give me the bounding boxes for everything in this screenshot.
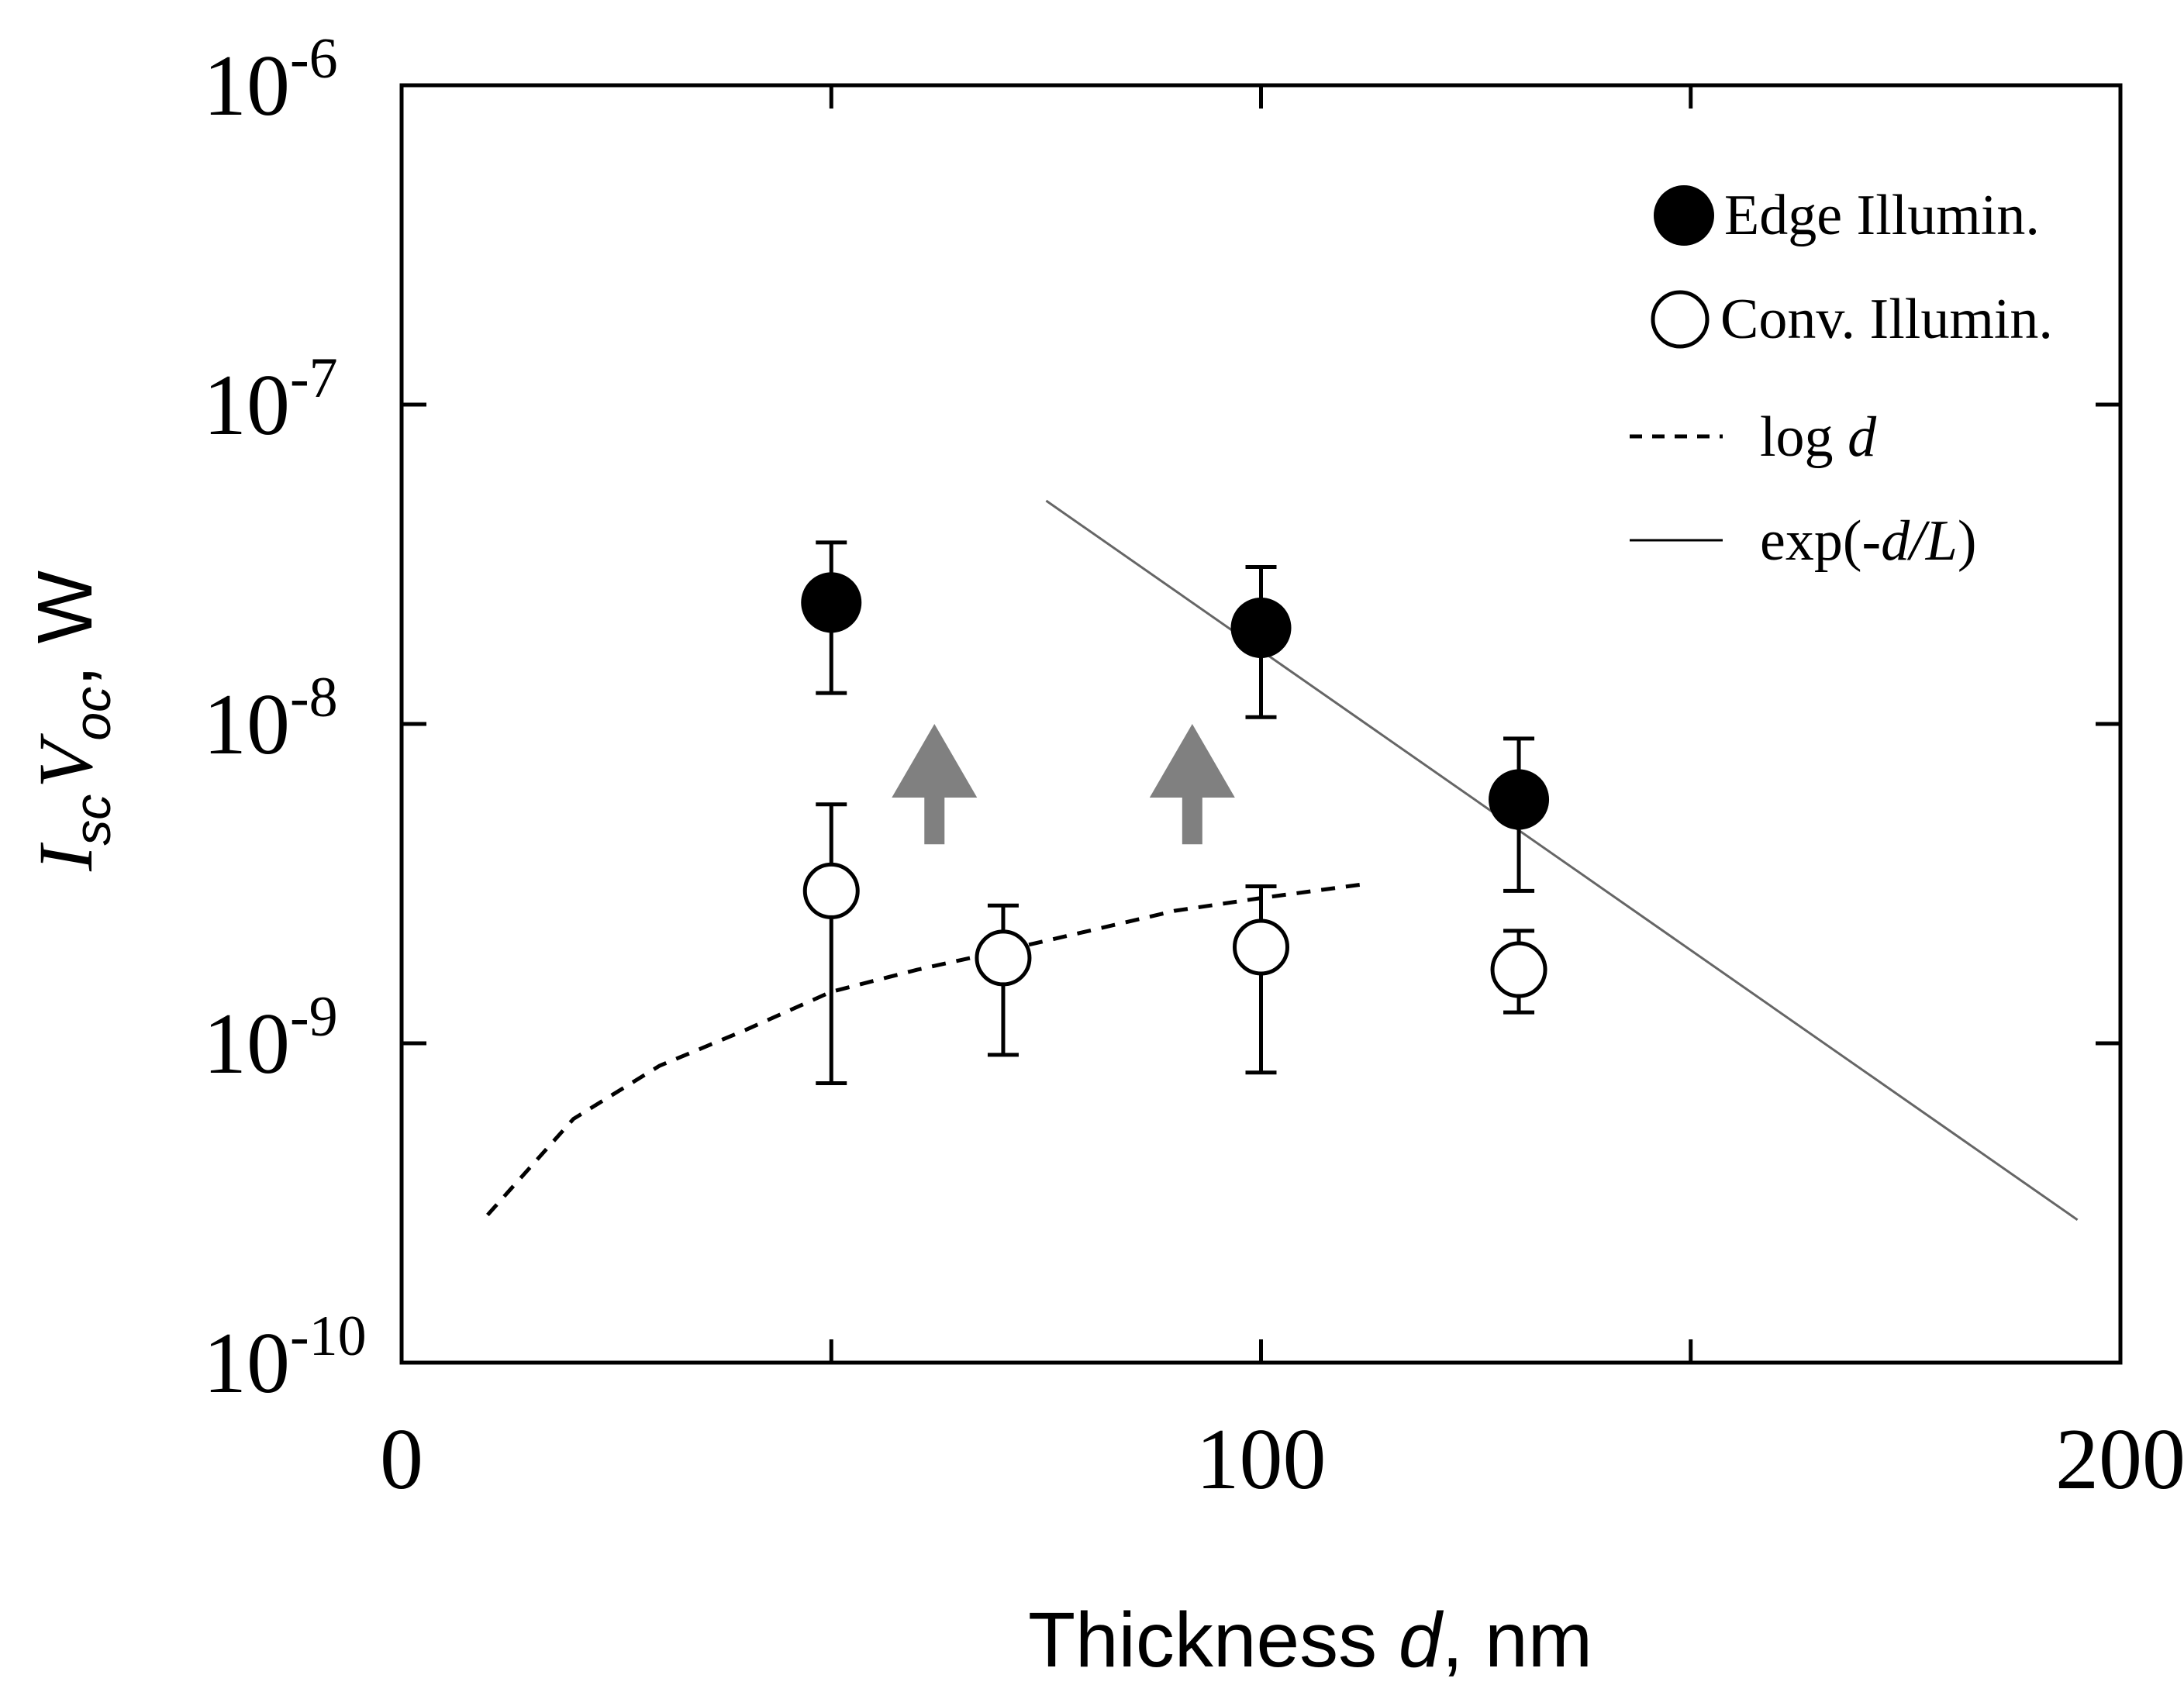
legend-logd-text: log <box>1760 405 1848 469</box>
legend-label-exp: exp(-d/L) <box>1760 509 1977 573</box>
legend-label-edge: Edge Illumin. <box>1724 184 2040 247</box>
x-tick-label: 0 <box>380 1411 423 1508</box>
legend-label-logd: log d <box>1760 405 1877 469</box>
y-tick-label: 10-8 <box>203 666 338 773</box>
legend-exp-tail: ) <box>1958 509 1977 573</box>
conv-illumin-point <box>1490 941 1547 998</box>
y-label-i-sub: sc <box>64 794 121 846</box>
y-axis-label: Isc Voc, W <box>22 570 121 872</box>
legend: Edge Illumin. Conv. Illumin. log d exp(-… <box>1630 184 2053 573</box>
y-label-v-sub: oc <box>64 687 121 741</box>
x-label-var: d <box>1399 1597 1444 1684</box>
legend-marker-conv <box>1651 290 1710 349</box>
legend-marker-edge <box>1654 185 1714 246</box>
fit-line-exp <box>1045 499 2079 1222</box>
y-tick-label-base: 10 <box>203 1315 290 1411</box>
y-tick-label-base: 10 <box>203 38 290 134</box>
x-tick-label: 200 <box>2055 1411 2184 1508</box>
conv-illumin-point <box>975 929 1032 987</box>
up-arrow-icon <box>892 724 978 845</box>
x-label-main: Thickness <box>1028 1597 1399 1684</box>
y-label-unit: , W <box>22 570 109 687</box>
up-arrow-icon <box>1149 724 1235 845</box>
y-tick-label-exponent: -9 <box>290 985 338 1049</box>
edge-illumin-point <box>801 572 862 633</box>
y-tick-label-exponent: -10 <box>290 1304 367 1368</box>
y-tick-label-base: 10 <box>203 996 290 1092</box>
legend-label-conv: Conv. Illumin. <box>1720 288 2053 351</box>
y-tick-label-exponent: -8 <box>290 666 338 729</box>
x-label-unit: , nm <box>1442 1597 1592 1684</box>
x-tick-label: 100 <box>1196 1411 1327 1508</box>
edge-illumin-point <box>1230 597 1292 658</box>
x-axis-label: Thickness d, nm <box>1028 1597 1592 1684</box>
y-tick-label-exponent: -6 <box>290 27 338 91</box>
y-tick-label: 10-6 <box>203 27 338 134</box>
y-tick-label-exponent: -7 <box>290 346 338 410</box>
y-label-i: I <box>22 842 109 872</box>
y-tick-label: 10-10 <box>203 1304 367 1411</box>
legend-exp-text: exp(- <box>1760 509 1881 573</box>
legend-logd-italic: d <box>1848 405 1877 469</box>
conv-illumin-point <box>802 862 860 919</box>
y-label-v: V <box>22 733 109 788</box>
y-tick-label: 10-7 <box>203 346 338 453</box>
conv-illumin-point <box>1233 918 1289 976</box>
y-tick-label: 10-9 <box>203 985 338 1092</box>
y-tick-label-base: 10 <box>203 677 290 773</box>
edge-illumin-point <box>1489 769 1550 830</box>
legend-exp-italic: d/L <box>1881 509 1958 573</box>
fit-line-log-d <box>486 882 1365 1217</box>
y-tick-label-base: 10 <box>203 357 290 453</box>
